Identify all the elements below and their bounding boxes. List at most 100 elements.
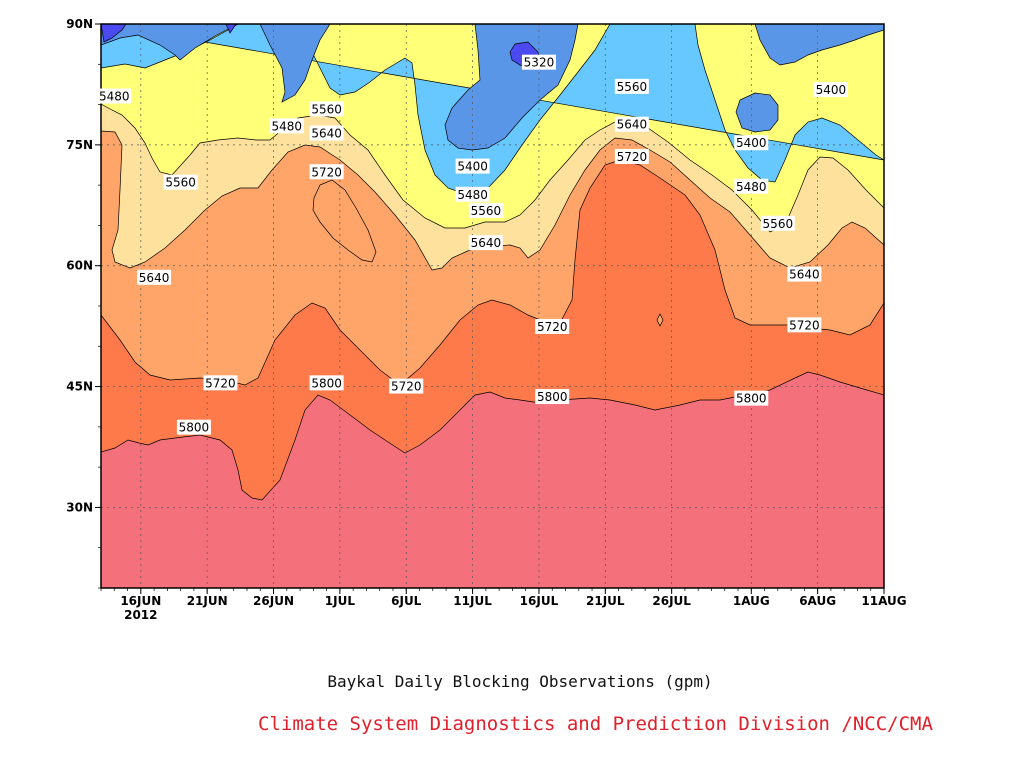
contour-label-text: 5400 — [736, 136, 767, 150]
contour-label: 5800 — [176, 419, 211, 435]
x-tick-label: 1AUG — [733, 594, 770, 608]
x-tick-label: 21JUN — [187, 594, 228, 608]
contour-label: 5400 — [455, 158, 490, 174]
x-tick-year: 2012 — [124, 608, 157, 622]
contour-label-text: 5720 — [537, 320, 568, 334]
contour-label-box — [468, 235, 503, 251]
contour-label-box — [468, 202, 503, 218]
credit-line: Climate System Diagnostics and Predictio… — [258, 713, 933, 735]
contour-label-box — [535, 318, 570, 334]
y-axis: 30N 45N 60N 75N 90N — [66, 17, 101, 589]
contour-label: 5800 — [734, 390, 769, 406]
contour-label-text: 5560 — [617, 80, 648, 94]
contour-label-text: 5640 — [617, 118, 648, 132]
contour-label-text: 5720 — [617, 150, 648, 164]
contour-label-box — [614, 116, 649, 132]
contour-label-text: 5560 — [763, 217, 794, 231]
contour-label-text: 5800 — [311, 376, 342, 390]
grid-lines — [101, 24, 884, 588]
contour-label-box — [734, 178, 769, 194]
contour-label-box — [734, 390, 769, 406]
contour-label: 5560 — [760, 215, 795, 231]
y-tick-label: 75N — [66, 138, 93, 152]
band-5320-5400 — [101, 24, 884, 151]
contour-label-box — [813, 82, 848, 98]
contour-label: 5480 — [455, 186, 490, 202]
contour-label-box — [97, 88, 132, 104]
contour-label-box — [455, 186, 490, 202]
contour-label: 5640 — [468, 235, 503, 251]
contour-label-box — [614, 148, 649, 164]
contour-label: 5480 — [97, 88, 132, 104]
contour-label-text: 5320 — [524, 56, 555, 70]
contour-label-box — [269, 118, 304, 134]
contour-label: 5800 — [309, 375, 344, 391]
y-tick-label: 90N — [66, 17, 93, 31]
contour-label: 5640 — [137, 269, 172, 285]
contour-label: 5640 — [309, 125, 344, 141]
contour-label-text: 5480 — [457, 188, 488, 202]
x-tick-label: 11JUL — [453, 594, 492, 608]
contour-label: 5800 — [535, 389, 570, 405]
contour-label-text: 5400 — [816, 83, 847, 97]
contour-label: 5640 — [787, 266, 822, 282]
contour-label-box — [734, 135, 769, 151]
contour-label-text: 5640 — [139, 271, 170, 285]
band-5640-5720 — [312, 179, 377, 263]
contour-label-text: 5640 — [789, 268, 820, 282]
band-5640-5720 — [656, 313, 664, 327]
contour-label: 5640 — [614, 116, 649, 132]
chart-title: Baykal Daily Blocking Observations (gpm) — [327, 672, 713, 691]
contour-label-box — [309, 125, 344, 141]
contour-label: 5720 — [787, 317, 822, 333]
contour-label-box — [760, 215, 795, 231]
contour-label: 5400 — [813, 82, 848, 98]
contour-label-text: 5480 — [736, 180, 767, 194]
contour-label-box — [137, 269, 172, 285]
contour-label-box — [309, 101, 344, 117]
contour-label-text: 5640 — [311, 127, 342, 141]
y-tick-label: 30N — [66, 500, 93, 514]
contour-label-text: 5720 — [205, 376, 236, 390]
contour-label-box — [309, 375, 344, 391]
contour-label-box — [535, 389, 570, 405]
x-tick-label: 16JUL — [520, 594, 559, 608]
x-tick-label: 16JUN — [120, 594, 161, 608]
contour-labels: 5480 5560 5640 5720 5800 5480 5560 5640 5720 5800… — [97, 54, 848, 435]
contour-label: 5720 — [309, 164, 344, 180]
contour-label: 5560 — [468, 202, 503, 218]
contour-label: 5480 — [734, 178, 769, 194]
contour-label: 5560 — [309, 101, 344, 117]
x-tick-label: 11AUG — [861, 594, 906, 608]
contour-label-text: 5800 — [537, 390, 568, 404]
contour-label: 5720 — [614, 148, 649, 164]
contour-label-text: 5400 — [457, 160, 488, 174]
contour-label-box — [787, 317, 822, 333]
x-tick-label: 1JUL — [325, 594, 356, 608]
contour-label: 5720 — [389, 378, 424, 394]
contour-label-text: 5480 — [272, 119, 303, 133]
contour-label: 5720 — [203, 375, 238, 391]
x-tick-label: 21JUL — [586, 594, 625, 608]
contour-label-text: 5800 — [179, 421, 210, 435]
contour-label: 5320 — [521, 54, 556, 70]
y-tick-label: 45N — [66, 380, 93, 394]
contour-label-box — [521, 54, 556, 70]
contour-label-text: 5480 — [99, 90, 130, 104]
y-tick-label: 60N — [66, 259, 93, 273]
contour-label-box — [614, 78, 649, 94]
contour-label: 5560 — [614, 78, 649, 94]
contour-label-box — [163, 174, 198, 190]
contour-label-text: 5800 — [736, 392, 767, 406]
contour-label-box — [455, 158, 490, 174]
x-tick-label: 6JUL — [391, 594, 422, 608]
contour-label-text: 5640 — [471, 236, 502, 250]
contour-label: 5400 — [734, 135, 769, 151]
contour-label-text: 5720 — [789, 318, 820, 332]
band-5320-5400 — [735, 92, 779, 133]
contour-label-box — [203, 375, 238, 391]
contour-label-text: 5560 — [165, 176, 196, 190]
contour-label: 5480 — [269, 118, 304, 134]
x-tick-label: 26JUN — [253, 594, 294, 608]
